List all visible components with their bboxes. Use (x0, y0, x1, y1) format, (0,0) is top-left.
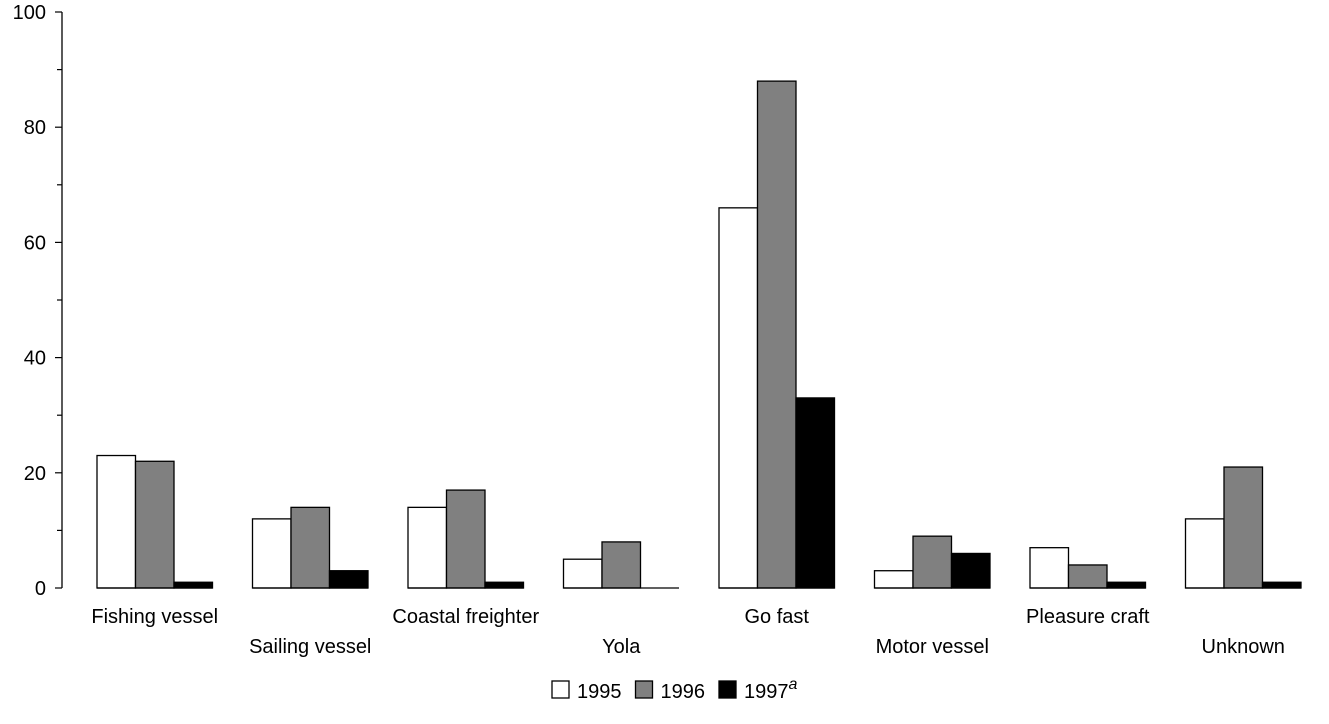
legend: 1995 1996 1997a (551, 676, 798, 703)
y-tick-label: 80 (24, 117, 46, 139)
category-label: Fishing vessel (91, 606, 218, 628)
bar-1996 (1067, 564, 1108, 589)
category-label: Pleasure craft (1026, 606, 1150, 628)
legend-label: 1996 (661, 681, 706, 703)
y-tick-label: 100 (13, 2, 46, 24)
bar-1995 (718, 207, 759, 589)
bar-1995 (1029, 547, 1070, 589)
category-labels: Fishing vessel Sailing vessel Coastal frei… (91, 606, 1285, 658)
bar-1997 (950, 552, 991, 589)
y-tick-label: 60 (24, 232, 46, 254)
bar-group (718, 80, 836, 589)
bar-1997 (484, 581, 525, 589)
legend-swatch-1997 (718, 680, 737, 699)
category-label: Yola (602, 636, 641, 658)
y-tick-label: 40 (24, 348, 46, 370)
bar-1996 (445, 489, 486, 589)
y-tick-label: 20 (24, 463, 46, 485)
legend-label-text: 1996 (661, 681, 706, 703)
bar-group (873, 535, 991, 589)
bar-1996 (290, 506, 331, 589)
bar-1995 (873, 570, 914, 589)
legend-label-text: 1995 (577, 681, 622, 703)
bar-1995 (407, 506, 448, 589)
category-label: Unknown (1202, 636, 1285, 658)
bar-1997 (173, 581, 214, 589)
bar-1997 (1261, 581, 1302, 589)
bar-group (407, 489, 525, 589)
bar-group (96, 454, 214, 589)
bar-1995 (251, 518, 292, 589)
bar-1997 (1106, 581, 1147, 589)
bar-group (562, 541, 642, 589)
y-tick-label: 0 (35, 578, 46, 600)
bar-1997 (328, 570, 369, 589)
legend-label: 1997a (744, 676, 798, 703)
legend-label-text: 1997 (744, 681, 789, 703)
bar-1996 (601, 541, 642, 589)
bar-1995 (562, 558, 603, 589)
bar-1995 (96, 454, 137, 589)
category-label: Go fast (745, 606, 810, 628)
bar-1996 (134, 460, 175, 589)
bar-1996 (1223, 466, 1264, 589)
legend-swatch-1996 (634, 680, 654, 699)
bar-1995 (1184, 518, 1225, 589)
bar-1997 (795, 397, 836, 589)
category-label: Motor vessel (876, 636, 989, 658)
bar-group (1029, 547, 1147, 589)
bar-group (1184, 466, 1302, 589)
bar-group (251, 506, 369, 589)
y-axis: 0 20 40 60 80 100 (13, 2, 63, 600)
bar-1996 (912, 535, 953, 589)
bars (96, 80, 1302, 589)
category-label: Sailing vessel (249, 636, 371, 658)
legend-footnote-mark: a (789, 676, 798, 693)
legend-label: 1995 (577, 681, 622, 703)
legend-swatch-1995 (551, 680, 570, 699)
category-label: Coastal freighter (392, 606, 539, 628)
bar-1996 (756, 80, 797, 589)
